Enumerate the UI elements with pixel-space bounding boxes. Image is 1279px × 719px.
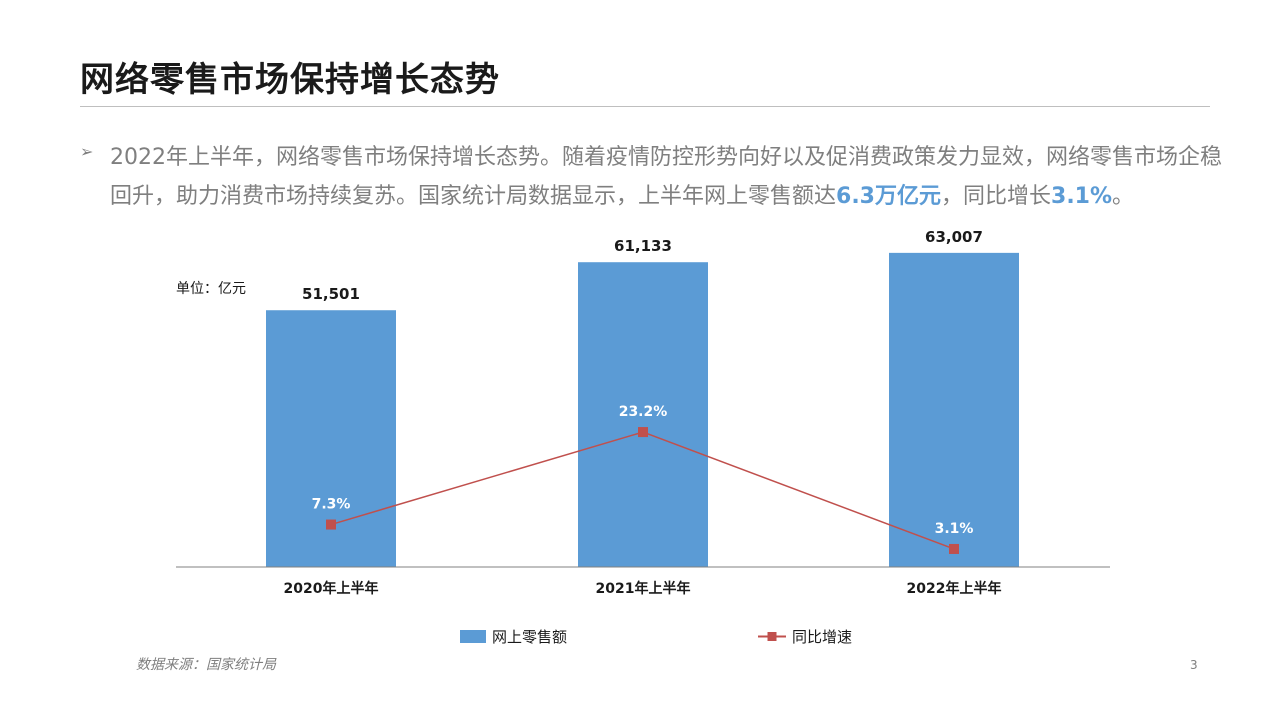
category-label-2: 2021年上半年 bbox=[596, 580, 691, 597]
growth-value-label-2: 23.2% bbox=[619, 404, 668, 420]
growth-marker-3 bbox=[949, 543, 959, 554]
summary-part-2: ，同比增长 bbox=[941, 184, 1052, 209]
summary-text: 2022年上半年，网络零售市场保持增长态势。随着疫情防控形势向好以及促消费政策发… bbox=[110, 138, 1228, 216]
growth-value-label-1: 7.3% bbox=[312, 497, 351, 513]
summary-part-1: 2022年上半年，网络零售市场保持增长态势。随着疫情防控形势向好以及促消费政策发… bbox=[110, 145, 1222, 209]
labels-layer: 51,501 2020年上半年 61,133 2021年上半年 63,007 2022年上… bbox=[284, 228, 1002, 597]
data-source-note: 数据来源：国家统计局 bbox=[136, 657, 276, 673]
bar-2 bbox=[578, 262, 708, 567]
bar-value-label-2: 61,133 bbox=[614, 237, 672, 255]
growth-line-layer bbox=[326, 427, 959, 554]
title-divider bbox=[80, 106, 1210, 107]
chart-legend: 网上零售额 同比增速 bbox=[460, 628, 852, 646]
summary-part-3: 。 bbox=[1112, 184, 1135, 209]
legend-bar-swatch bbox=[460, 630, 486, 643]
legend-line-label: 同比增速 bbox=[792, 628, 852, 646]
legend-bar-label: 网上零售额 bbox=[492, 628, 567, 646]
growth-value-label-3: 3.1% bbox=[935, 521, 974, 537]
summary-highlight-growth: 3.1% bbox=[1051, 184, 1113, 209]
bars-layer bbox=[266, 252, 1019, 567]
growth-marker-1 bbox=[326, 519, 336, 530]
category-label-1: 2020年上半年 bbox=[284, 580, 379, 597]
page-title: 网络零售市场保持增长态势 bbox=[80, 60, 500, 100]
bar-value-label-3: 63,007 bbox=[925, 228, 983, 246]
bar-value-label-1: 51,501 bbox=[302, 285, 360, 303]
legend-line-marker bbox=[767, 632, 777, 641]
page-number: 3 bbox=[1190, 658, 1198, 672]
bullet-arrow-icon: ➢ bbox=[80, 142, 94, 161]
summary-highlight-amount: 6.3万亿元 bbox=[836, 184, 941, 209]
chart-unit-label: 单位：亿元 bbox=[176, 281, 246, 297]
growth-marker-2 bbox=[638, 427, 648, 438]
bar-3 bbox=[889, 252, 1019, 567]
category-label-3: 2022年上半年 bbox=[907, 580, 1002, 597]
